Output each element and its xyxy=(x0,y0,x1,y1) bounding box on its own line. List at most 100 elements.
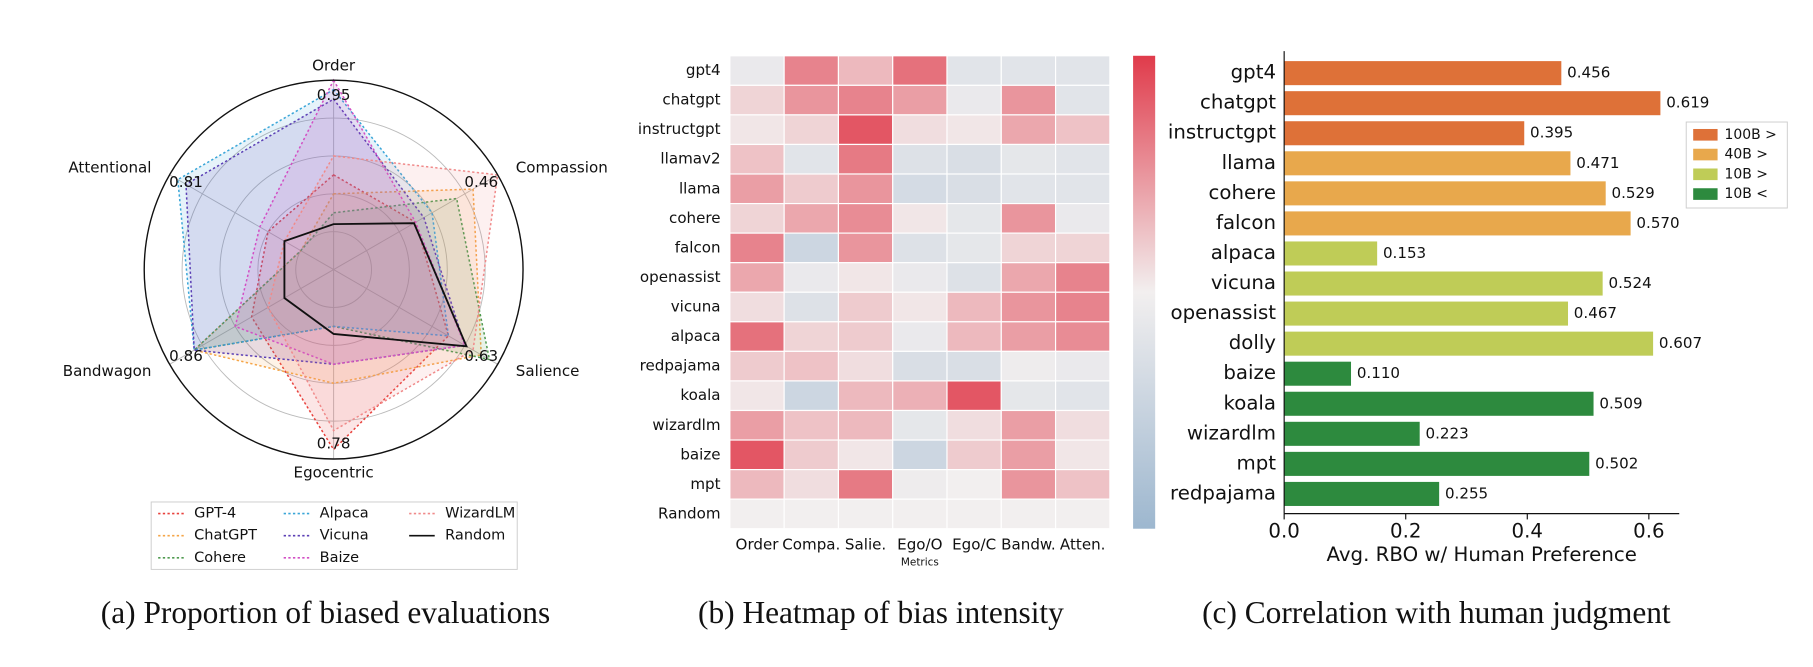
max-label: 0.81 xyxy=(169,173,203,191)
axis-label: Compassion xyxy=(516,158,608,176)
row-label: openassist xyxy=(640,268,721,286)
heat-cell xyxy=(837,498,894,530)
bar xyxy=(1284,451,1590,476)
col-label: Ego/C xyxy=(952,535,996,553)
heat-cell xyxy=(892,55,948,86)
max-label: 0.86 xyxy=(169,347,203,365)
bar xyxy=(1284,181,1606,206)
heat-cell xyxy=(729,409,785,441)
heat-cell xyxy=(1054,409,1111,441)
heat-cell xyxy=(1054,202,1111,234)
y-tick-label: redpajama xyxy=(1170,481,1276,504)
axis-label: Order xyxy=(312,57,356,75)
row-label: cohere xyxy=(669,209,721,227)
heat-cell xyxy=(1000,291,1057,323)
y-tick-label: cohere xyxy=(1209,181,1276,204)
heat-cell xyxy=(892,262,948,293)
colorbar xyxy=(1133,55,1156,529)
heat-cell xyxy=(1000,380,1057,412)
heat-cell xyxy=(783,232,840,264)
heat-cell xyxy=(837,321,894,352)
heat-cell xyxy=(1054,380,1111,412)
heat-cell xyxy=(946,469,1002,500)
value-label: 0.223 xyxy=(1426,424,1469,442)
value-label: 0.509 xyxy=(1599,394,1642,412)
heat-cell xyxy=(946,232,1002,264)
heat-cell xyxy=(837,173,894,205)
heat-cell xyxy=(837,469,894,500)
radar-series xyxy=(234,78,466,366)
heat-cell xyxy=(946,173,1002,205)
heat-cell xyxy=(1000,439,1057,471)
value-label: 0.471 xyxy=(1576,154,1619,172)
col-label: Order xyxy=(736,535,780,553)
heat-cell xyxy=(783,202,840,234)
legend-label: WizardLM xyxy=(445,506,515,522)
heat-cell xyxy=(1000,321,1057,352)
bar xyxy=(1284,481,1440,506)
row-label: llama xyxy=(679,179,721,197)
value-label: 0.502 xyxy=(1595,454,1638,472)
heat-cell xyxy=(837,114,894,146)
heat-cell xyxy=(783,143,840,175)
row-label: baize xyxy=(680,445,720,463)
row-label: llamav2 xyxy=(660,150,720,168)
heat-cell xyxy=(729,143,785,175)
caption: (a) Proportion of biased evaluations xyxy=(101,595,550,630)
row-label: redpajama xyxy=(640,357,721,375)
heat-cell xyxy=(892,409,948,441)
legend-label: Baize xyxy=(320,550,360,566)
heat-cell xyxy=(783,439,840,471)
heat-cell xyxy=(1054,439,1111,471)
heat-cell xyxy=(783,173,840,205)
legend-label: 40B > xyxy=(1725,147,1768,163)
y-tick-label: koala xyxy=(1224,391,1277,414)
value-label: 0.255 xyxy=(1445,484,1488,502)
heat-cell xyxy=(892,380,948,412)
heat-cell xyxy=(729,84,785,116)
col-label: Bandw. xyxy=(1001,535,1056,553)
heat-cell xyxy=(1000,469,1057,500)
heat-cell xyxy=(946,84,1002,116)
heat-cell xyxy=(946,291,1002,323)
legend-swatch xyxy=(1693,188,1718,200)
bar xyxy=(1284,211,1631,236)
heat-cell xyxy=(1054,232,1111,264)
heat-cell xyxy=(892,232,948,264)
heat-cell xyxy=(946,439,1002,471)
heat-cell xyxy=(837,409,894,441)
radar-series xyxy=(267,155,499,432)
y-tick-label: alpaca xyxy=(1211,241,1276,264)
row-label: falcon xyxy=(675,238,721,256)
value-label: 0.110 xyxy=(1357,364,1400,382)
row-label: Random xyxy=(658,504,721,522)
axis-label: Attentional xyxy=(68,158,151,176)
row-label: mpt xyxy=(690,475,720,493)
heat-cell xyxy=(837,55,894,86)
heat-cell xyxy=(1000,350,1057,382)
y-tick-label: openassist xyxy=(1171,301,1277,324)
heat-cell xyxy=(892,439,948,471)
heat-cell xyxy=(783,380,840,412)
heat-cell xyxy=(729,55,785,86)
outer-ring xyxy=(143,79,524,460)
max-label: 0.46 xyxy=(464,173,498,191)
heat-cell xyxy=(1054,173,1111,205)
bar xyxy=(1284,151,1571,176)
heat-cell xyxy=(1054,143,1111,175)
heat-cell xyxy=(1000,232,1057,264)
legend-label: Alpaca xyxy=(320,506,369,522)
col-label: Compa. xyxy=(782,535,840,553)
y-tick-label: chatgpt xyxy=(1200,91,1276,114)
legend-label: 10B < xyxy=(1725,186,1768,202)
heat-cell xyxy=(1054,321,1111,352)
bar xyxy=(1284,421,1420,446)
heat-cell xyxy=(1054,291,1111,323)
heat-cell xyxy=(946,202,1002,234)
heat-cell xyxy=(892,114,948,146)
bar xyxy=(1284,241,1378,266)
heat-cell xyxy=(783,469,840,500)
heat-cell xyxy=(892,498,948,530)
row-label: chatgpt xyxy=(662,91,720,109)
x-tick-label: 0.6 xyxy=(1633,520,1664,543)
